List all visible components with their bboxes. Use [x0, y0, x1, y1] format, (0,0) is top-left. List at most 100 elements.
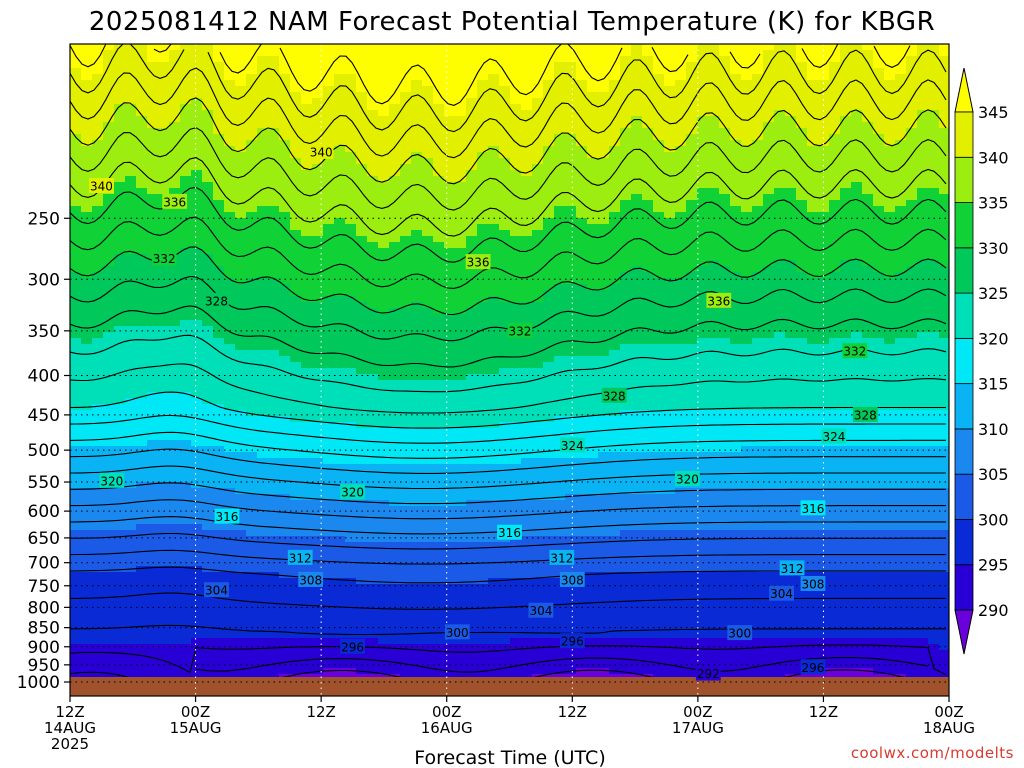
- contour-label-30: 296: [340, 638, 365, 654]
- colorbar-label-320: 320: [978, 329, 1009, 348]
- x-tick-label-0-1: 12Z: [55, 703, 84, 721]
- colorbar-bottom-arrow: [954, 609, 974, 655]
- contour-332: [70, 216, 947, 289]
- contour-310: [70, 482, 946, 505]
- contour-label-0: 340: [308, 143, 334, 159]
- contour-label-16: 316: [214, 508, 240, 524]
- x-tick-label-0-2: 14AUG: [44, 719, 96, 737]
- y-tick-label-950: 950: [28, 656, 60, 676]
- contour-330: [70, 246, 947, 316]
- x-tick-label-36-2: 16AUG: [421, 719, 473, 737]
- contour-344: [70, 44, 947, 133]
- y-tick-label-700: 700: [28, 554, 60, 574]
- ground-surface: [70, 677, 949, 696]
- contour-312: [70, 465, 946, 490]
- contour-342: [70, 67, 947, 159]
- contour-label-13: 320: [99, 472, 125, 488]
- contour-label-14: 320: [340, 484, 365, 500]
- contour-label-2: 336: [162, 193, 188, 209]
- y-tick-label-450: 450: [28, 406, 60, 426]
- contour-320: [70, 391, 946, 429]
- contour-label-25: 304: [204, 582, 229, 598]
- contour-label-1: 340: [88, 178, 114, 194]
- contour-label-11: 324: [559, 437, 585, 453]
- temperature-bands: [70, 44, 949, 696]
- colorbar-bin-305: [954, 428, 974, 475]
- x-tick-label-84-1: 00Z: [934, 703, 963, 721]
- colorbar-label-315: 315: [978, 375, 1009, 394]
- contour-label-10: 328: [852, 406, 878, 422]
- contour-label-8: 328: [204, 292, 229, 308]
- y-tick-label-350: 350: [28, 322, 60, 342]
- contour-label-3: 336: [465, 254, 491, 270]
- contour-340: [70, 97, 947, 185]
- colorbar-label-330: 330: [978, 239, 1009, 258]
- contour-label-26: 304: [528, 602, 554, 618]
- contour-label-24: 308: [800, 575, 826, 591]
- x-tick-label-24-1: 12Z: [306, 703, 335, 721]
- y-tick-label-300: 300: [28, 270, 60, 290]
- colorbar-label-335: 335: [978, 194, 1009, 213]
- colorbar-bin-290: [954, 564, 974, 611]
- colorbar-label-345: 345: [978, 103, 1009, 122]
- contour-label-28: 300: [444, 624, 470, 640]
- colorbar-bin-300: [954, 473, 974, 520]
- contour-label-20: 312: [549, 549, 575, 565]
- x-tick-label-12-1: 00Z: [181, 703, 210, 721]
- y-tick-label-650: 650: [28, 529, 60, 549]
- y-tick-label-800: 800: [28, 598, 60, 618]
- colorbar-bin-335: [954, 156, 974, 203]
- colorbar: 290 295 300 305 310 315 320 325 330 335 340 345: [954, 67, 1009, 655]
- contour-296: [70, 624, 946, 636]
- contour-label-5: 332: [151, 250, 177, 266]
- y-tick-label-550: 550: [28, 473, 60, 493]
- x-tick-label-60-1: 00Z: [683, 703, 712, 721]
- plot-frame: [69, 43, 950, 697]
- contour-label-32: 296: [800, 659, 826, 675]
- y-tick-label-750: 750: [28, 577, 60, 597]
- contour-294: [70, 644, 947, 676]
- colorbar-label-310: 310: [978, 420, 1009, 439]
- contour-label-23: 308: [559, 571, 585, 587]
- contour-label-33: 292: [695, 665, 721, 681]
- contour-302: [70, 549, 946, 565]
- contour-318: [70, 414, 946, 444]
- contour-label-15: 320: [674, 470, 700, 486]
- colorbar-bin-340: [954, 111, 974, 158]
- y-axis-ticks: 2503003504004505005506006507007508008509…: [17, 209, 70, 693]
- contour-label-6: 332: [507, 322, 533, 338]
- y-tick-label-600: 600: [28, 502, 60, 522]
- y-tick-label-1000: 1000: [17, 673, 60, 693]
- colorbar-bin-310: [954, 383, 974, 430]
- contour-label-19: 312: [287, 549, 313, 565]
- colorbar-bin-325: [954, 247, 974, 294]
- contour-label-31: 296: [559, 633, 585, 649]
- credit-text: coolwx.com/modelts: [851, 744, 1014, 762]
- colorbar-label-340: 340: [978, 148, 1009, 167]
- contour-label-21: 312: [779, 560, 805, 576]
- contour-308: [70, 499, 946, 520]
- plot-area: 340 340 336 336 336 332 332 332 328 328 328 324 324 3…: [70, 44, 949, 696]
- x-tick-label-48-1: 12Z: [558, 703, 587, 721]
- y-tick-label-250: 250: [28, 209, 60, 229]
- contour-298: [70, 592, 946, 610]
- colorbar-bin-295: [954, 519, 974, 566]
- contour-label-7: 332: [842, 343, 868, 359]
- y-tick-label-400: 400: [28, 367, 60, 387]
- x-tick-label-84-2: 18AUG: [923, 719, 975, 737]
- colorbar-bin-315: [954, 337, 974, 385]
- contour-338: [70, 127, 947, 211]
- colorbar-label-325: 325: [978, 284, 1009, 303]
- colorbar-label-290: 290: [978, 601, 1009, 620]
- y-tick-label-900: 900: [28, 638, 60, 658]
- x-tick-label-36-1: 00Z: [432, 703, 461, 721]
- contour-label-29: 300: [727, 625, 753, 641]
- x-tick-label-0-3: 2025: [51, 735, 89, 753]
- contour-304: [70, 532, 946, 550]
- contour-316: [70, 431, 946, 459]
- contour-label-27: 304: [769, 585, 794, 601]
- colorbar-bin-330: [954, 202, 974, 249]
- contour-label-12: 324: [821, 428, 847, 444]
